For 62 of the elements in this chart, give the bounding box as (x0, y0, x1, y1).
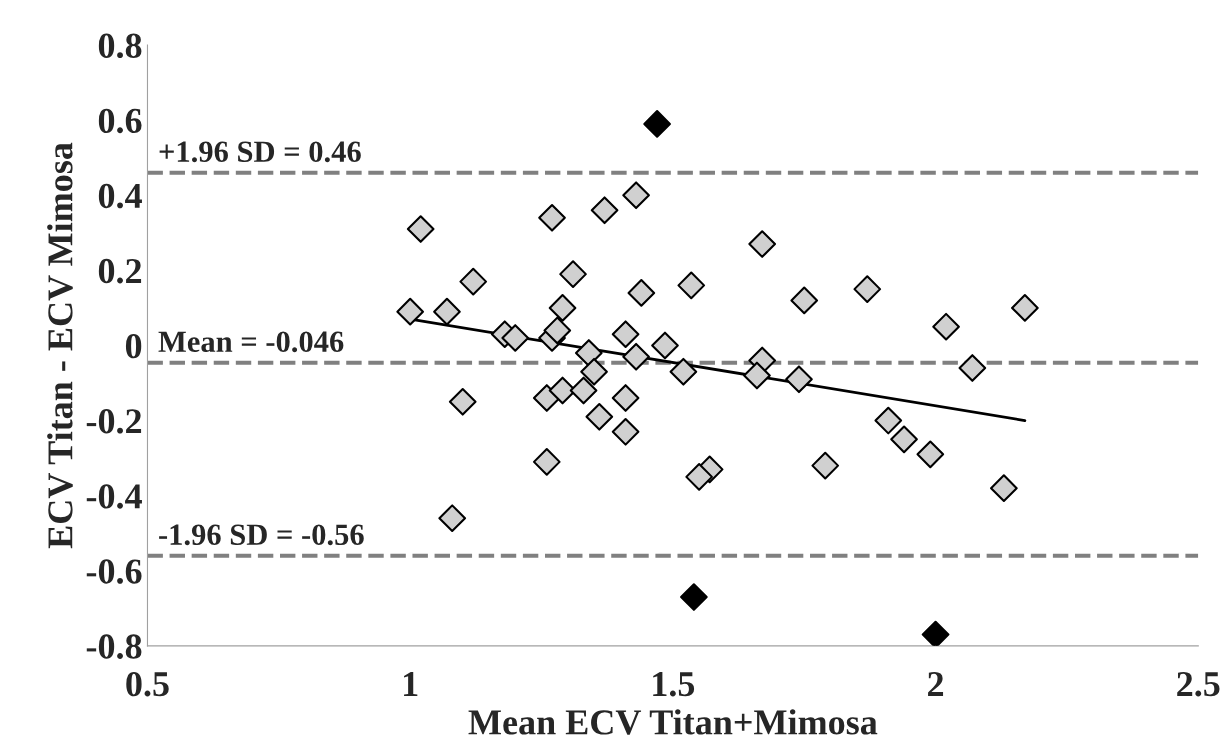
point (580, 357, 608, 386)
point (559, 260, 587, 288)
point (932, 312, 960, 341)
point (680, 583, 708, 611)
y-tick-label: 0.6 (98, 108, 142, 134)
y-tick-label: 0.8 (98, 33, 142, 59)
x-tick-label: 0.5 (126, 671, 169, 697)
ref-line-label: Mean = -0.046 (158, 331, 344, 353)
ref-line-label: +1.96 SD = 0.46 (159, 141, 361, 163)
point (538, 203, 566, 232)
y-tick-label: -0.4 (86, 484, 142, 509)
point (459, 267, 488, 296)
point (743, 361, 771, 390)
point (501, 324, 530, 352)
point (611, 320, 640, 349)
point (651, 331, 679, 360)
point (532, 448, 561, 476)
x-axis-title: Mean ECV Titan+Mimosa (468, 709, 878, 735)
y-tick-label: -0.6 (86, 559, 142, 584)
point (406, 215, 435, 243)
point (853, 275, 882, 303)
y-tick-label: -0.2 (86, 409, 142, 434)
point (685, 463, 713, 491)
point (611, 384, 640, 412)
point (622, 342, 650, 371)
point (1011, 294, 1039, 322)
point (574, 339, 603, 367)
x-tick-label: 1.5 (653, 672, 695, 697)
point (677, 271, 706, 300)
point (958, 354, 987, 382)
point (569, 376, 598, 405)
point (990, 474, 1018, 502)
y-tick-label: 0.2 (98, 258, 142, 284)
point (874, 406, 903, 435)
point (543, 316, 572, 345)
point (916, 440, 945, 469)
point (627, 279, 656, 307)
point (590, 196, 619, 225)
x-tick-label: 1 (404, 672, 418, 696)
point (622, 181, 650, 210)
point (448, 387, 477, 416)
point (548, 294, 577, 322)
point (611, 417, 640, 446)
point (438, 504, 467, 533)
point (748, 230, 777, 258)
point (433, 297, 461, 326)
x-tick-label: 2 (928, 672, 944, 696)
x-tick-label: 2.5 (1177, 672, 1220, 697)
ref-line-label: -1.96 SD = -0.56 (159, 524, 364, 546)
point (785, 365, 813, 394)
point (396, 297, 425, 326)
point (585, 402, 614, 431)
y-tick-label: 0 (125, 333, 142, 359)
point (790, 286, 819, 315)
y-axis-title: ECV Titan - ECV Mimosa (47, 142, 73, 549)
point (811, 451, 840, 480)
point (890, 425, 918, 454)
y-tick-label: 0.4 (98, 183, 142, 209)
point (643, 110, 671, 138)
y-tick-label: -0.8 (86, 634, 142, 659)
point (921, 620, 950, 646)
point (669, 357, 698, 386)
